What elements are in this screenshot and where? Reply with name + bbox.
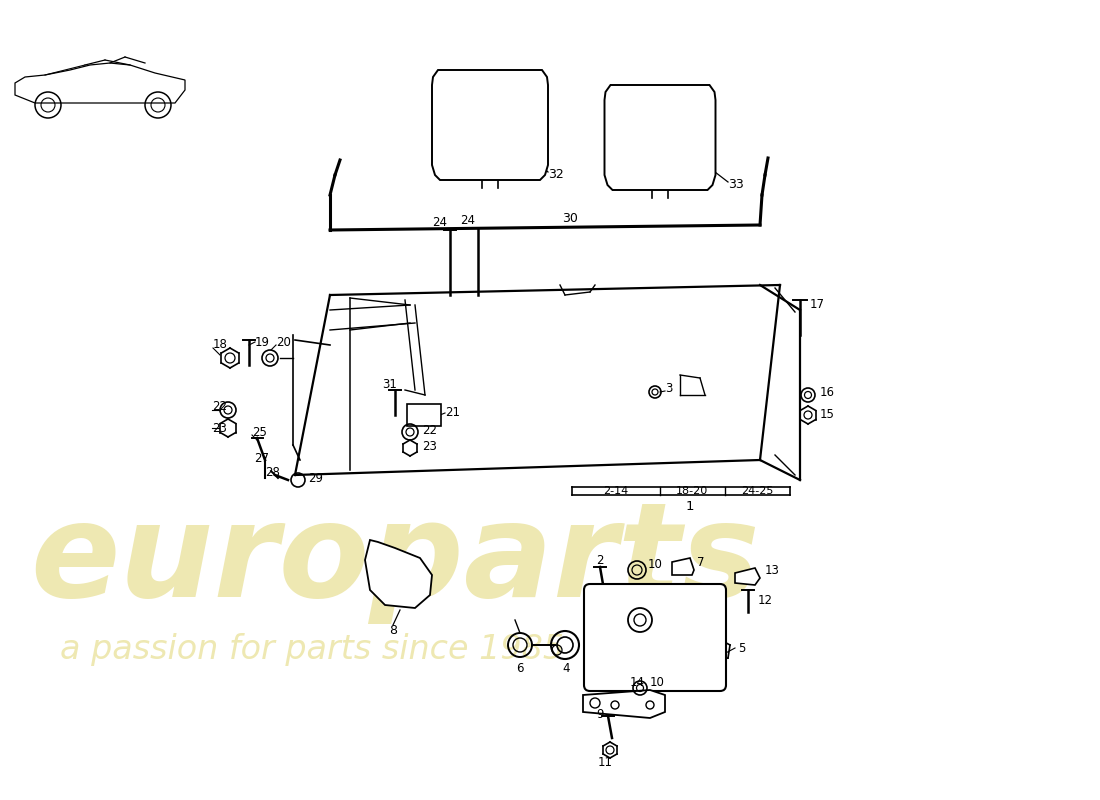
Polygon shape xyxy=(735,568,760,585)
Text: 24-25: 24-25 xyxy=(740,486,773,496)
Text: 27: 27 xyxy=(254,451,270,465)
Text: 7: 7 xyxy=(697,555,704,569)
Text: 10: 10 xyxy=(650,675,664,689)
Text: 14: 14 xyxy=(630,675,645,689)
Text: 24: 24 xyxy=(461,214,475,227)
Polygon shape xyxy=(365,540,432,608)
Text: 1: 1 xyxy=(685,501,694,514)
Text: 12: 12 xyxy=(758,594,773,606)
Text: 18: 18 xyxy=(213,338,228,351)
Text: 16: 16 xyxy=(820,386,835,398)
Text: 32: 32 xyxy=(548,169,563,182)
Text: europarts: europarts xyxy=(30,497,760,623)
Text: 23: 23 xyxy=(212,422,227,434)
Text: 21: 21 xyxy=(446,406,460,419)
Text: 20: 20 xyxy=(276,335,290,349)
Text: 19: 19 xyxy=(255,335,270,349)
Circle shape xyxy=(628,608,652,632)
Polygon shape xyxy=(583,690,666,718)
Text: 11: 11 xyxy=(598,755,613,769)
Text: 8: 8 xyxy=(389,623,397,637)
Text: 22: 22 xyxy=(212,401,227,414)
Polygon shape xyxy=(432,70,548,180)
Polygon shape xyxy=(672,558,694,575)
Text: 10: 10 xyxy=(648,558,663,570)
Polygon shape xyxy=(605,85,715,190)
Text: 30: 30 xyxy=(562,211,578,225)
Text: 5: 5 xyxy=(738,642,746,654)
Text: a passion for parts since 1985: a passion for parts since 1985 xyxy=(60,634,564,666)
Text: 2-14: 2-14 xyxy=(604,486,628,496)
FancyBboxPatch shape xyxy=(407,404,441,426)
Text: 17: 17 xyxy=(810,298,825,311)
Text: 15: 15 xyxy=(820,409,835,422)
Text: 2: 2 xyxy=(596,554,604,566)
Text: 33: 33 xyxy=(728,178,744,191)
Text: 3: 3 xyxy=(666,382,672,394)
Text: 6: 6 xyxy=(516,662,524,674)
Text: 23: 23 xyxy=(422,441,437,454)
Text: 13: 13 xyxy=(764,563,780,577)
Text: 24: 24 xyxy=(432,217,448,230)
Text: 18-20: 18-20 xyxy=(675,486,708,496)
Text: 9: 9 xyxy=(596,709,604,722)
FancyBboxPatch shape xyxy=(584,584,726,691)
Text: 31: 31 xyxy=(382,378,397,391)
Text: 22: 22 xyxy=(422,423,437,437)
Text: 25: 25 xyxy=(252,426,267,438)
Text: 4: 4 xyxy=(562,662,570,674)
Text: 29: 29 xyxy=(308,471,323,485)
Text: 28: 28 xyxy=(265,466,279,478)
